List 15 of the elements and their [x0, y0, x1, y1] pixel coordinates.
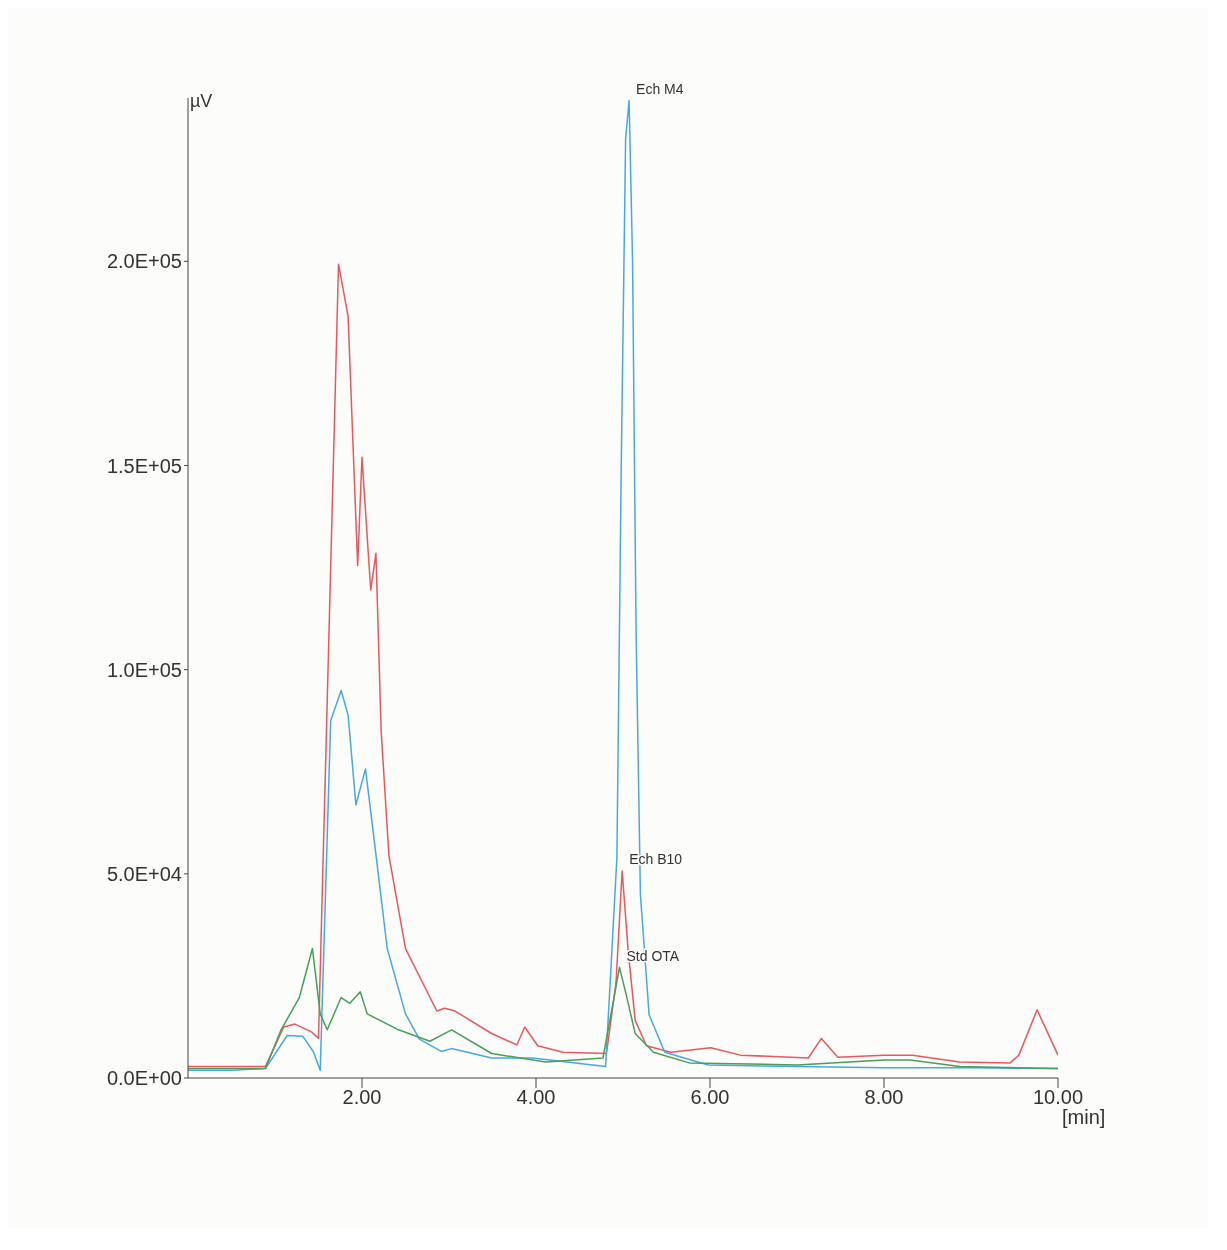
x-tick-label: 6.00	[690, 1086, 730, 1109]
y-axis-title: µV	[190, 90, 213, 111]
x-axis-title: [min]	[1062, 1106, 1106, 1129]
y-tick-label: 2.0E+05	[106, 250, 182, 273]
x-tick-label: 10.00	[1032, 1086, 1084, 1109]
annotation: Ech M4	[636, 80, 684, 97]
y-tick-label: 0.0E+00	[106, 1067, 182, 1090]
line-series	[188, 263, 1058, 1068]
y-tick-label: 1.5E+05	[106, 454, 182, 477]
x-tick-label: 8.00	[864, 1086, 904, 1109]
y-tick-label: 1.0E+05	[106, 658, 182, 681]
x-tick-label: 2.00	[342, 1086, 382, 1109]
line-series	[188, 947, 1058, 1070]
x-tick-label: 4.00	[516, 1086, 556, 1109]
y-tick-label: 5.0E+04	[106, 862, 182, 885]
